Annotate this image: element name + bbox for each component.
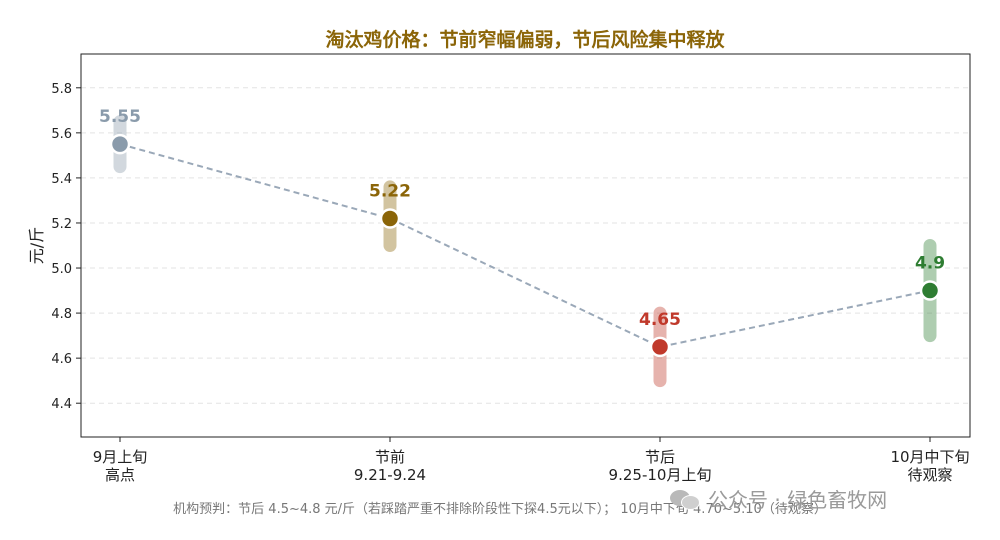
x-tick-label-2: 节后 [645,448,675,466]
y-tick-label-5: 5.4 [51,172,72,187]
y-tick-label-7: 5.8 [51,82,72,97]
x-tick-label-3: 10月中下旬 [890,448,969,466]
y-tick-label-2: 4.8 [51,307,72,322]
chart-title: 淘汰鸡价格：节前窄幅偏弱，节后风险集中释放 [325,28,725,51]
y-tick-label-6: 5.6 [51,127,72,142]
trend-line [119,143,931,348]
data-label-2: 4.65 [639,310,681,330]
x-tick-label-1: 节前 [375,448,405,466]
data-point-3 [919,280,941,301]
grid-lines [81,87,970,404]
x-tick-sublabel-0: 高点 [105,466,135,484]
y-tick-label-1: 4.6 [51,352,72,367]
data-label-1: 5.22 [369,181,411,201]
watermark-text: 公众号 · 绿色畜牧网 [708,488,888,512]
y-tick-label-4: 5.2 [51,217,72,232]
footnote: 机构预判：节后 4.5~4.8 元/斤（若踩踏严重不排除阶段性下探4.5元以下）… [173,502,827,517]
wechat-icon [670,488,700,510]
data-point-2 [649,336,671,358]
data-point-0 [109,133,131,155]
y-tick-label-3: 5.0 [51,262,72,277]
y-axis-label: 元/斤 [27,227,46,264]
x-tick-sublabel-2: 9.25-10月上旬 [609,466,712,484]
data-points [109,133,941,358]
x-tick-sublabel-3: 待观察 [907,466,952,484]
data-label-3: 4.9 [915,254,945,274]
x-tick-label-0: 9月上旬 [93,448,148,466]
plot-frame [80,53,971,438]
data-point-1 [379,208,401,229]
y-axis-ticks: 4.4 4.6 4.8 5.0 5.2 5.4 5.6 5.8 [51,82,81,412]
data-label-0: 5.55 [99,107,141,127]
range-bars [113,115,937,388]
y-tick-label-0: 4.4 [51,397,72,412]
x-tick-sublabel-1: 9.21-9.24 [354,466,426,484]
data-labels: 5.55 5.22 4.65 4.9 [99,107,945,330]
watermark: 公众号 · 绿色畜牧网 [670,484,887,513]
